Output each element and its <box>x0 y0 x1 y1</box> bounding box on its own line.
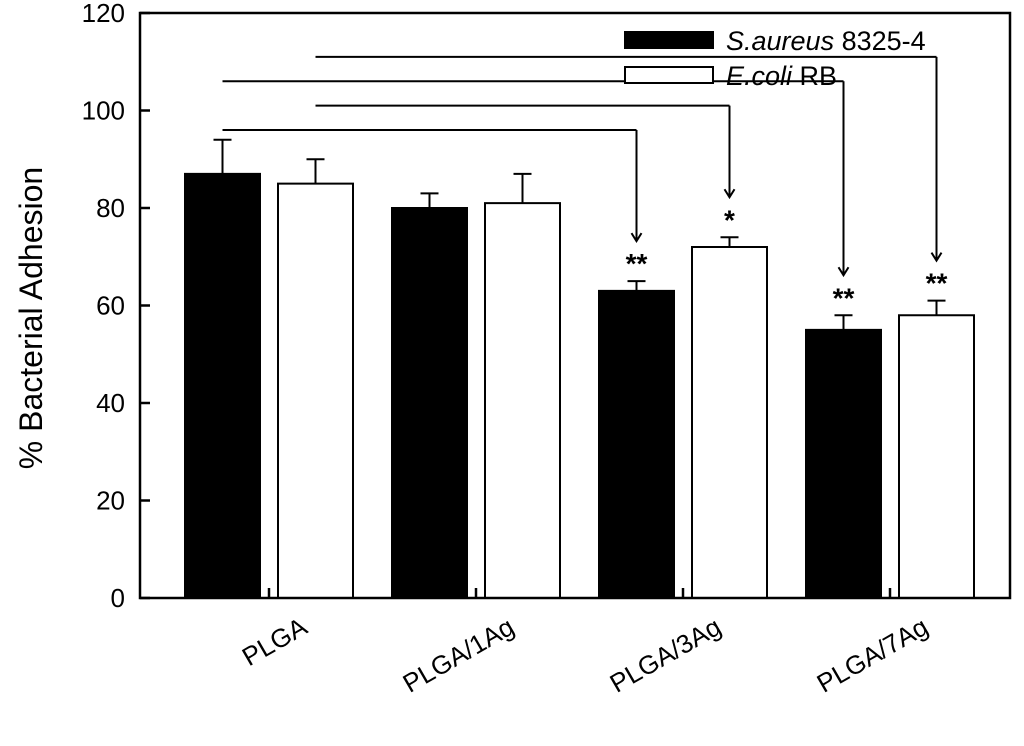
bracket-arrowhead <box>837 266 850 278</box>
y-axis: 0 20 40 60 80 100 120 <box>82 0 150 613</box>
legend-swatch <box>624 31 714 49</box>
significance-marker: ** <box>926 268 948 299</box>
legend-label: E.coli RB <box>726 61 837 91</box>
x-axis: PLGA PLGA/1Ag PLGA/3Ag PLGA/7Ag <box>237 588 933 699</box>
bar <box>484 202 561 599</box>
y-tick-label: 120 <box>82 0 125 28</box>
significance-markers: ***** ** <box>626 204 948 313</box>
bar <box>691 246 768 599</box>
x-tick-label: PLGA/7Ag <box>812 611 933 698</box>
x-tick-label: PLGA/1Ag <box>398 611 519 698</box>
significance-marker: ** <box>626 248 648 279</box>
legend-label-italic: E.coli <box>726 61 793 91</box>
legend-swatch <box>624 66 714 84</box>
legend-label-italic: S.aureus <box>726 26 834 56</box>
bar <box>391 207 468 599</box>
y-tick-label: 0 <box>111 583 125 613</box>
bar <box>805 328 882 599</box>
bar <box>184 172 261 599</box>
comparison-brackets <box>222 55 943 278</box>
error-bars <box>213 138 946 330</box>
y-tick-label: 20 <box>96 486 125 516</box>
x-tick-label: PLGA/3Ag <box>605 611 726 698</box>
legend-label-rest: 8325-4 <box>834 26 926 56</box>
y-tick-label: 60 <box>96 291 125 321</box>
significance-marker: * <box>724 204 735 235</box>
y-tick-label: 100 <box>82 96 125 126</box>
legend: S.aureus 8325-4 E.coli RB <box>624 26 926 91</box>
y-axis-title: % Bacterial Adhesion <box>13 167 49 469</box>
y-tick-label: 40 <box>96 388 125 418</box>
legend-label-rest: RB <box>792 61 837 91</box>
bracket-arrowhead <box>723 188 736 200</box>
bar <box>598 289 675 599</box>
y-tick-label: 80 <box>96 193 125 223</box>
bracket-arrowhead <box>930 252 943 263</box>
x-tick-label: PLGA <box>237 611 313 672</box>
bar <box>898 314 975 599</box>
significance-marker: ** <box>833 282 855 313</box>
legend-label: S.aureus 8325-4 <box>726 26 926 56</box>
bracket-arrowhead <box>630 232 643 244</box>
bars <box>184 172 975 599</box>
bar <box>277 182 354 599</box>
